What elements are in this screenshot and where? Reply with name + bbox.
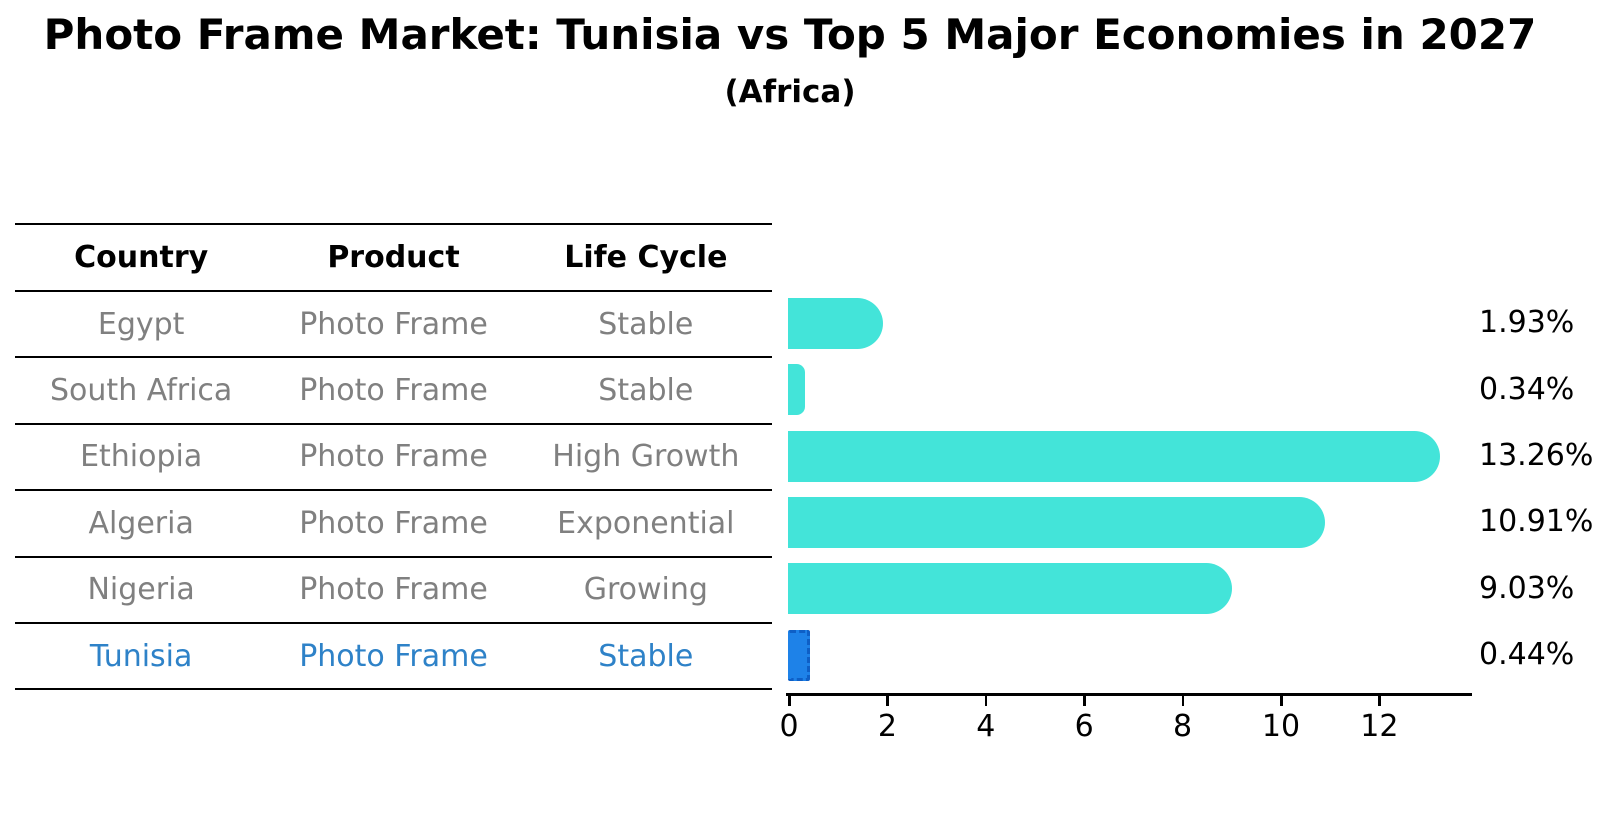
value-label-egypt: 1.93% xyxy=(1479,305,1575,341)
x-axis-tick xyxy=(1181,696,1185,706)
cell-country: Egypt xyxy=(97,306,185,342)
x-axis-tick-label: 2 xyxy=(877,709,897,744)
cell-life-cycle: Exponential xyxy=(557,505,735,541)
cell-product: Photo Frame xyxy=(299,373,488,409)
cell-life-cycle: Growing xyxy=(583,572,708,608)
table-row-egypt: Egypt Photo Frame Stable xyxy=(15,290,772,356)
table-row-ethiopia: Ethiopia Photo Frame High Growth xyxy=(15,422,772,489)
x-axis-tick xyxy=(886,696,889,706)
cell-product: Photo Frame xyxy=(299,572,488,608)
x-axis-tick xyxy=(1280,696,1283,706)
x-axis-tick-label: 8 xyxy=(1173,709,1193,744)
cell-product: Photo Frame xyxy=(299,439,488,475)
value-label-nigeria: 9.03% xyxy=(1479,570,1575,606)
cell-product: Photo Frame xyxy=(299,638,488,674)
table-row-nigeria: Nigeria Photo Frame Growing xyxy=(15,555,772,622)
cell-product: Photo Frame xyxy=(299,306,488,342)
value-label-south-africa: 0.34% xyxy=(1479,371,1575,407)
cell-life-cycle: Stable xyxy=(598,306,694,342)
bar-nigeria xyxy=(788,563,1233,615)
value-label-tunisia: 0.44% xyxy=(1479,637,1575,673)
bar-egypt xyxy=(788,297,883,349)
bar-south-africa xyxy=(788,364,805,416)
table-row-south-africa: South Africa Photo Frame Stable xyxy=(15,356,772,422)
column-header-product: Product xyxy=(327,240,460,275)
table-row-tunisia: Tunisia Photo Frame Stable xyxy=(15,621,772,688)
bar-ethiopia xyxy=(788,430,1441,482)
x-axis-tick-label: 6 xyxy=(1074,709,1094,744)
cell-country: Algeria xyxy=(88,505,194,541)
cell-life-cycle: High Growth xyxy=(552,439,740,475)
x-axis-tick-label: 10 xyxy=(1261,709,1301,744)
cell-life-cycle: Stable xyxy=(598,373,694,409)
x-axis-tick xyxy=(984,696,988,706)
chart-subtitle: (Africa) xyxy=(724,74,856,110)
value-label-algeria: 10.91% xyxy=(1479,504,1594,540)
x-axis-tick-label: 12 xyxy=(1360,709,1399,744)
cell-country: Tunisia xyxy=(89,638,193,674)
cell-country: Ethiopia xyxy=(80,439,203,475)
x-axis-tick xyxy=(788,696,791,706)
x-axis-tick-label: 0 xyxy=(779,709,799,744)
bar-algeria xyxy=(788,496,1325,548)
x-axis-tick-label: 4 xyxy=(976,709,996,744)
cell-product: Photo Frame xyxy=(299,505,488,541)
x-axis-tick xyxy=(1083,696,1086,706)
cell-country: Nigeria xyxy=(87,572,195,608)
country-table: Country Product Life Cycle Egypt Photo Fr… xyxy=(15,223,772,691)
column-header-life-cycle: Life Cycle xyxy=(564,240,728,275)
cell-country: South Africa xyxy=(50,373,233,409)
chart-title: Photo Frame Market: Tunisia vs Top 5 Maj… xyxy=(43,10,1537,59)
table-header-row: Country Product Life Cycle xyxy=(15,223,772,290)
table-row-algeria: Algeria Photo Frame Exponential xyxy=(15,489,772,555)
value-label-ethiopia: 13.26% xyxy=(1479,438,1594,473)
x-axis-line xyxy=(786,693,1472,696)
bar-tunisia xyxy=(788,629,810,681)
cell-life-cycle: Stable xyxy=(598,638,694,674)
column-header-country: Country xyxy=(74,240,209,275)
x-axis-tick xyxy=(1378,696,1381,706)
